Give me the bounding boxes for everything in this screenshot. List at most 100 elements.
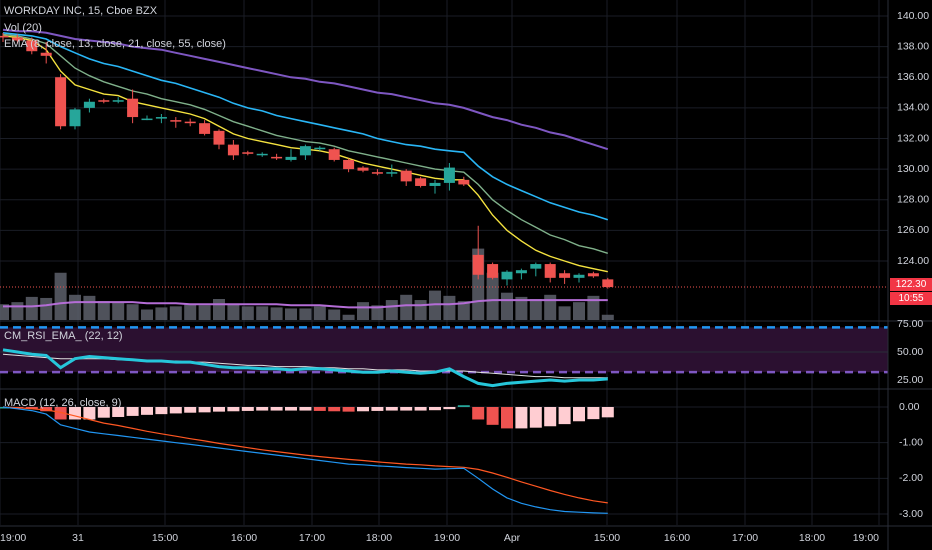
macd-histogram-bar — [112, 407, 125, 417]
candle-body[interactable] — [443, 167, 455, 183]
symbol-legend[interactable]: WORKDAY INC, 15, Cboe BZX — [4, 5, 158, 17]
candle-body[interactable] — [213, 130, 225, 145]
volume-bar — [299, 308, 312, 320]
macd-plot — [0, 405, 614, 514]
candle-body[interactable] — [429, 182, 441, 186]
volume-bar — [40, 297, 53, 320]
time-axis-label: 16:00 — [231, 532, 257, 544]
ema13-line — [2, 33, 609, 254]
candle-body[interactable] — [559, 273, 571, 278]
macd-histogram-bar — [285, 407, 297, 411]
volume-bar — [529, 299, 542, 320]
candle-body[interactable] — [587, 273, 599, 277]
volume-bar — [486, 272, 499, 320]
candle-body[interactable] — [69, 109, 81, 127]
candle-body[interactable] — [501, 271, 513, 280]
candle-body[interactable] — [227, 144, 239, 156]
candle-body[interactable] — [141, 118, 153, 121]
candle-body[interactable] — [487, 264, 499, 278]
candle-body[interactable] — [112, 100, 124, 102]
candle-body[interactable] — [386, 172, 398, 174]
macd-legend[interactable]: MACD (12, 26, close, 9) — [4, 397, 122, 409]
macd-histogram-bar — [357, 407, 369, 412]
candle-body[interactable] — [40, 52, 52, 56]
candle-body[interactable] — [328, 149, 340, 160]
candle-body[interactable] — [242, 152, 254, 154]
candle-body[interactable] — [544, 264, 556, 278]
time-axis-label: 17:00 — [299, 532, 325, 544]
candle-body[interactable] — [285, 156, 297, 160]
macd-histogram-bar — [529, 407, 542, 428]
candle-body[interactable] — [415, 178, 427, 186]
candle-body[interactable] — [602, 279, 614, 288]
volume-bar — [385, 300, 398, 320]
candle-body[interactable] — [357, 167, 369, 171]
time-axis[interactable]: 19:00 31 15:00 16:00 17:00 18:00 19:00 Apr 15:00… — [0, 532, 879, 544]
ema-legend[interactable]: EMA (8, close, 13, close, 21, close, 55,… — [4, 38, 226, 50]
volume-bar — [227, 304, 240, 320]
price-axis[interactable]: 140.00 138.00 136.00 134.00 132.00 130.00 128.… — [897, 10, 929, 267]
volume-bar — [184, 304, 197, 320]
candle-body[interactable] — [155, 117, 167, 119]
ema55-line — [2, 28, 609, 151]
countdown-tag: 10:55 — [890, 292, 932, 305]
rsi-legend[interactable]: CM_RSI_EMA_ (22, 12) — [4, 330, 123, 342]
macd-histogram-bar — [126, 407, 139, 416]
volume-bar — [141, 309, 153, 320]
volume-bar — [357, 302, 369, 320]
candle-body[interactable] — [55, 77, 67, 127]
volume-bar — [544, 294, 557, 320]
candle-body[interactable] — [184, 121, 196, 124]
candle-body[interactable] — [472, 254, 484, 275]
price-axis-label: 138.00 — [897, 40, 929, 52]
rsi-axis-label: 50.00 — [897, 346, 923, 358]
candle-body[interactable] — [127, 98, 139, 118]
price-axis-label: 126.00 — [897, 224, 929, 236]
candle-body[interactable] — [11, 37, 23, 41]
macd-histogram-bar — [501, 407, 513, 429]
volume-bar — [270, 307, 283, 320]
volume-bar — [443, 295, 456, 320]
volume-bar — [83, 295, 96, 320]
price-axis-label: 140.00 — [897, 10, 929, 22]
rsi-axis[interactable]: 75.00 50.00 25.00 — [897, 318, 923, 386]
time-axis-label: 16:00 — [664, 532, 690, 544]
candle-body[interactable] — [26, 40, 38, 52]
candle-body[interactable] — [371, 172, 383, 174]
macd-histogram-bar — [270, 407, 283, 411]
candle-body[interactable] — [573, 274, 585, 278]
volume-bar — [112, 302, 125, 320]
macd-histogram-bar — [141, 407, 153, 415]
volume-bar — [0, 304, 9, 320]
candle-body[interactable] — [515, 270, 527, 274]
volume-legend[interactable]: Vol (20) — [4, 22, 42, 34]
candle-body[interactable] — [256, 153, 268, 156]
time-axis-label: 19:00 — [434, 532, 460, 544]
volume-bar — [97, 301, 110, 320]
candle-body[interactable] — [400, 170, 412, 182]
candle-body[interactable] — [530, 264, 542, 269]
candle-body[interactable] — [314, 147, 326, 150]
candles[interactable] — [0, 32, 614, 289]
candle-body[interactable] — [299, 146, 311, 156]
macd-axis[interactable]: 0.00 -1.00 -2.00 -3.00 — [899, 401, 923, 520]
volume-bar — [515, 296, 528, 320]
volume-bar — [328, 309, 341, 320]
macd-histogram-bar — [414, 407, 427, 411]
candle-body[interactable] — [458, 179, 470, 185]
candle-body[interactable] — [98, 100, 110, 102]
macd-histogram-bar — [184, 407, 197, 413]
candle-body[interactable] — [343, 159, 355, 170]
macd-histogram-bar — [544, 407, 557, 427]
candle-body[interactable] — [0, 35, 9, 38]
candle-body[interactable] — [271, 156, 283, 159]
candle-body[interactable] — [199, 123, 211, 134]
candle-body[interactable] — [83, 101, 95, 108]
rsi-line — [2, 348, 608, 388]
candle-body[interactable] — [170, 120, 182, 122]
chart-grid — [0, 0, 888, 525]
volume-bar — [25, 296, 38, 320]
macd-axis-label: -1.00 — [899, 436, 923, 448]
